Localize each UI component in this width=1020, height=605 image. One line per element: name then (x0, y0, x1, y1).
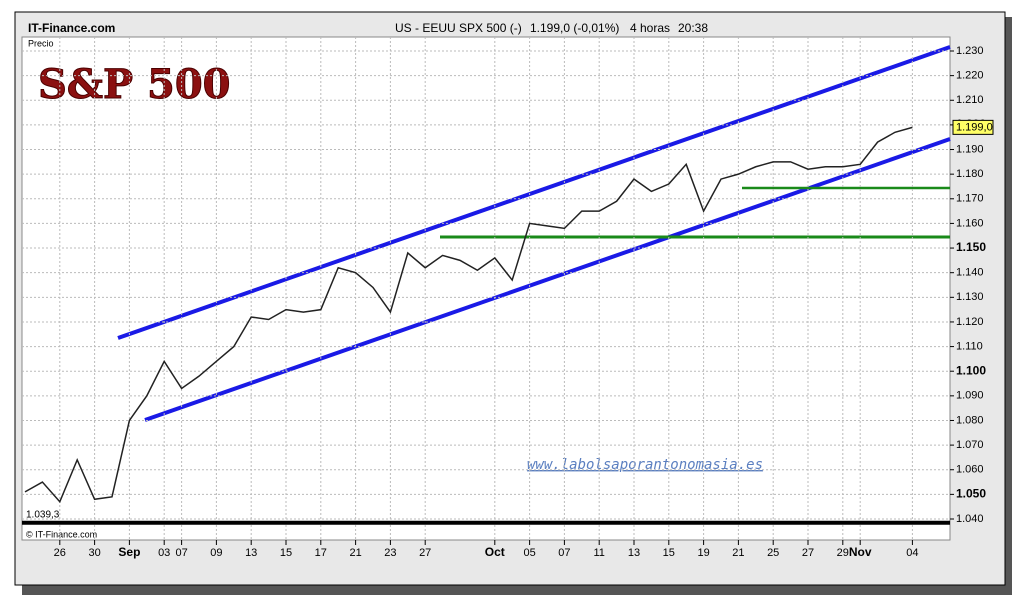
y-tick-label: 1.060 (956, 464, 984, 476)
x-tick-label: 07 (558, 547, 570, 559)
period: 4 horas (630, 21, 670, 35)
y-tick-label: 1.070 (956, 439, 984, 451)
x-tick-label: 05 (523, 547, 535, 559)
x-tick-label: 15 (663, 547, 675, 559)
x-tick-label: 19 (697, 547, 709, 559)
x-tick-label: Nov (849, 545, 872, 559)
y-tick-label: 1.180 (956, 168, 984, 180)
x-tick-label: 07 (175, 547, 187, 559)
x-tick-label: 26 (54, 547, 66, 559)
x-tick-label: 21 (732, 547, 744, 559)
quote: 1.199,0 (-0,01%) (530, 21, 619, 35)
y-tick-label: 1.140 (956, 267, 984, 279)
y-tick-label: 1.170 (956, 193, 984, 205)
trend-upper (117, 45, 951, 340)
trend-lower (144, 137, 951, 422)
chart-title: S&P 500 (38, 61, 231, 108)
y-tick-label: 1.090 (956, 390, 984, 402)
x-tick-label: 25 (767, 547, 779, 559)
x-tick-label: 15 (280, 547, 292, 559)
x-tick-label: 29 (837, 547, 849, 559)
y-label: Precio (28, 38, 54, 48)
x-tick-label: 30 (88, 547, 100, 559)
x-tick-label: 27 (802, 547, 814, 559)
y-tick-label: 1.040 (956, 513, 984, 525)
x-tick-label: Oct (485, 545, 505, 559)
source: IT-Finance.com (28, 21, 115, 35)
x-tick-label: 04 (906, 547, 918, 559)
copyright: © IT-Finance.com (26, 529, 97, 539)
y-tick-label: 1.210 (956, 94, 984, 106)
y-tick-label: 1.190 (956, 143, 984, 155)
y-tick-label: 1.050 (956, 487, 986, 501)
x-tick-label: 23 (384, 547, 396, 559)
y-tick-label: 1.230 (956, 45, 984, 57)
x-tick-label: 09 (210, 547, 222, 559)
watermark: www.labolsaporantonomasia.es (527, 457, 763, 473)
y-tick-label: 1.110 (956, 340, 983, 352)
y-tick-label: 1.150 (956, 240, 986, 254)
x-tick-label: 17 (315, 547, 327, 559)
x-tick-label: 13 (245, 547, 257, 559)
x-tick-label: 27 (419, 547, 431, 559)
x-tick-label: Sep (118, 545, 140, 559)
y-tick-label: 1.120 (956, 316, 984, 328)
instrument: US - EEUU SPX 500 (-) (395, 21, 522, 35)
y-tick-label: 1.220 (956, 70, 984, 82)
price-line (24, 126, 913, 504)
x-tick-label: 13 (628, 547, 640, 559)
time: 20:38 (678, 21, 708, 35)
x-tick-label: 11 (593, 547, 604, 559)
plot-area (21, 36, 951, 541)
last-price-label: 1.199,0 (956, 121, 993, 133)
last-price-box (952, 119, 994, 135)
y-tick-label: 1.080 (956, 414, 984, 426)
y-tick-label: 1.100 (956, 363, 986, 377)
y-tick-label: 1.130 (956, 291, 984, 303)
low-label: 1.039,3 (26, 509, 60, 520)
x-tick-label: 21 (349, 547, 361, 559)
y-tick-label: 1.160 (956, 217, 984, 229)
x-tick-label: 03 (158, 547, 170, 559)
